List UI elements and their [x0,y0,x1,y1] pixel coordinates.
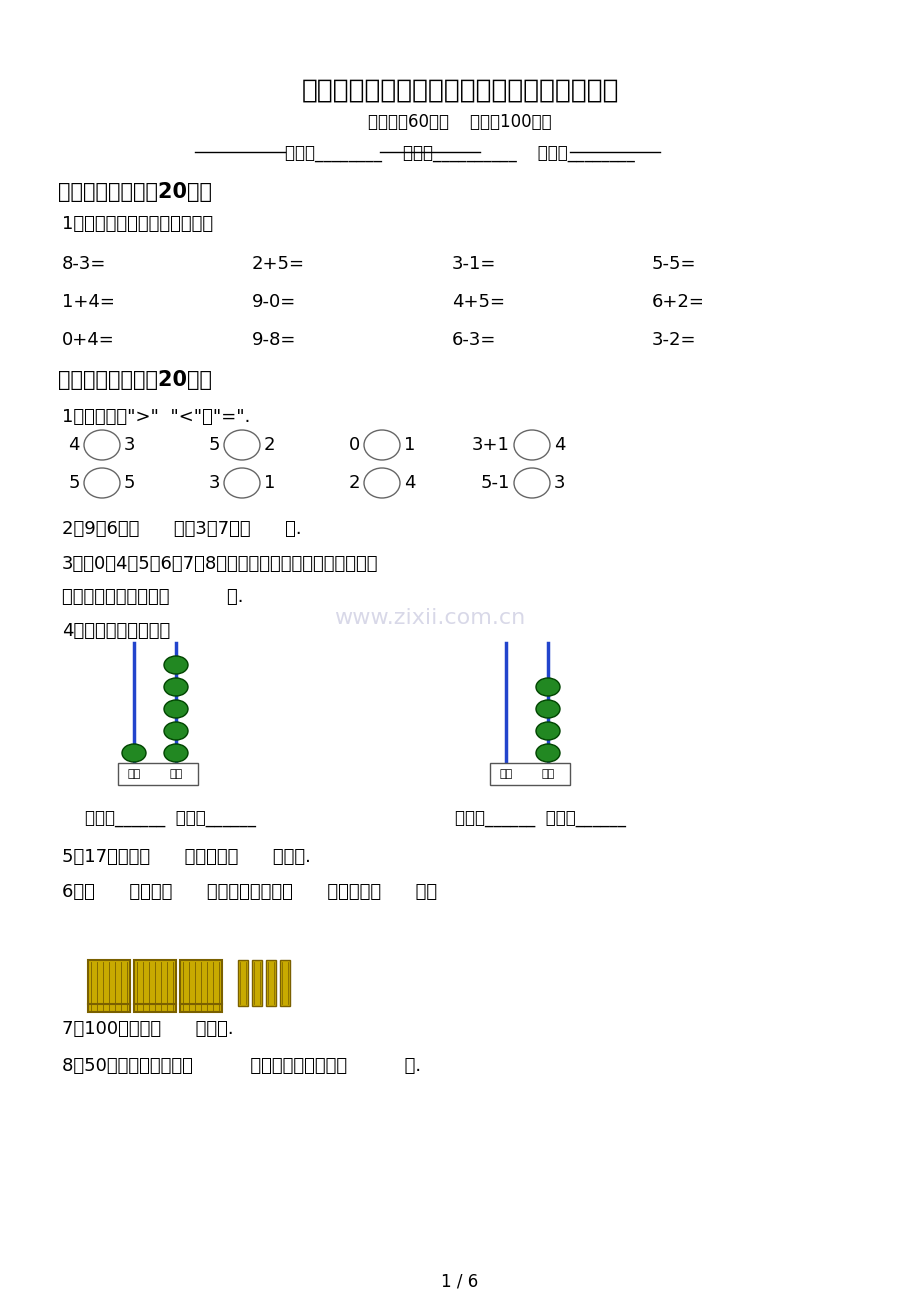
Text: 3: 3 [553,474,565,492]
Text: 5、17里面有（      ）个十和（      ）个一.: 5、17里面有（ ）个十和（ ）个一. [62,848,311,866]
Ellipse shape [164,678,187,697]
Text: 3: 3 [124,436,135,454]
Bar [266,960,276,1006]
Text: 班级：________    姓名：__________    分数：________: 班级：________ 姓名：__________ 分数：________ [285,145,634,163]
Text: 1+4=: 1+4= [62,293,115,311]
Text: 2: 2 [348,474,359,492]
Text: 3-2=: 3-2= [652,331,696,349]
Text: 3: 3 [209,474,220,492]
Bar [252,960,262,1006]
Ellipse shape [164,743,187,762]
Ellipse shape [536,743,560,762]
Text: 2、9比6大（      ），3比7小（      ）.: 2、9比6大（ ），3比7小（ ）. [62,519,301,538]
Ellipse shape [536,700,560,717]
Text: 4、写一写，读一读。: 4、写一写，读一读。 [62,622,170,641]
Text: 5: 5 [68,474,80,492]
Text: 个位: 个位 [540,769,554,779]
Text: 5: 5 [209,436,220,454]
Ellipse shape [122,743,146,762]
Text: （时间：60分钟    分数：100分）: （时间：60分钟 分数：100分） [368,113,551,132]
Ellipse shape [164,656,187,674]
Text: 1、算一算一定能算得对又快。: 1、算一算一定能算得对又快。 [62,215,213,233]
Text: 个位: 个位 [169,769,183,779]
Text: 3+1: 3+1 [471,436,509,454]
Text: 写作：______  读作：______: 写作：______ 读作：______ [85,810,255,828]
Ellipse shape [164,723,187,740]
Text: 0: 0 [348,436,359,454]
Text: 一、计算小能手（20分）: 一、计算小能手（20分） [58,182,211,202]
Bar [238,960,248,1006]
Text: 9-0=: 9-0= [252,293,296,311]
Bar [279,960,289,1006]
Text: 0+4=: 0+4= [62,331,115,349]
Text: 十位: 十位 [127,769,141,779]
Ellipse shape [536,678,560,697]
Bar [88,960,130,1012]
Text: 十位: 十位 [499,769,512,779]
Text: 4: 4 [403,474,415,492]
Bar [180,960,221,1012]
Text: 7、100里面有（      ）个十.: 7、100里面有（ ）个十. [62,1019,233,1038]
Text: 2+5=: 2+5= [252,255,305,273]
Bar [118,763,198,785]
Bar [134,960,176,1012]
Ellipse shape [536,723,560,740]
Text: 8、50前面的一个数是（          ），后面一个数是（          ）.: 8、50前面的一个数是（ ），后面一个数是（ ）. [62,1057,421,1075]
Text: 3、由0、4、5、6、7、8六个数字组成的最大的六位数是（: 3、由0、4、5、6、7、8六个数字组成的最大的六位数是（ [62,555,378,573]
Text: www.zixii.com.cn: www.zixii.com.cn [334,608,525,628]
Text: 3-1=: 3-1= [451,255,496,273]
Text: 4: 4 [68,436,80,454]
Text: 1: 1 [264,474,275,492]
Text: 二、填空题。（共20分）: 二、填空题。（共20分） [58,370,211,391]
Text: 4: 4 [553,436,565,454]
Text: 5-1: 5-1 [480,474,509,492]
Text: 4+5=: 4+5= [451,293,505,311]
Text: 新人教版一年级数学下册期末试卷（加答案）: 新人教版一年级数学下册期末试卷（加答案） [301,78,618,104]
Text: 1、在里填上">"  "<"或"=".: 1、在里填上">" "<"或"=". [62,408,250,426]
Bar [490,763,570,785]
Ellipse shape [164,700,187,717]
Text: 1: 1 [403,436,414,454]
Text: 6、（      ）个十（      ）个一合起来是（      ），读作（      ）。: 6、（ ）个十（ ）个一合起来是（ ），读作（ ）。 [62,883,437,901]
Text: 6+2=: 6+2= [652,293,704,311]
Text: ），最小的六位数是（          ）.: ），最小的六位数是（ ）. [62,589,244,605]
Text: 5-5=: 5-5= [652,255,696,273]
Text: 1 / 6: 1 / 6 [441,1272,478,1290]
Text: 9-8=: 9-8= [252,331,296,349]
Text: 8-3=: 8-3= [62,255,107,273]
Text: 2: 2 [264,436,275,454]
Text: 写作：______  读作：______: 写作：______ 读作：______ [455,810,625,828]
Text: 6-3=: 6-3= [451,331,496,349]
Text: 5: 5 [124,474,135,492]
